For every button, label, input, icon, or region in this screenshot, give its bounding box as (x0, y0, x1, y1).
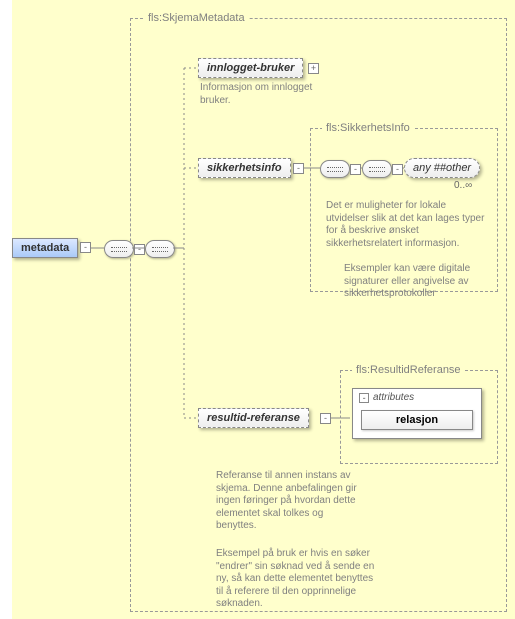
desc-innlogget-bruker: Informasjon om innlogget bruker. (200, 82, 340, 107)
compositor-root-1 (104, 240, 134, 258)
collapse-sikkerhetsinfo[interactable]: - (293, 163, 304, 174)
expand-innlogget-bruker[interactable]: + (308, 63, 319, 74)
node-resultid-referanse[interactable]: resultid-referanse (198, 408, 309, 428)
node-any-other[interactable]: any ##other (404, 158, 480, 178)
minus-icon: - (359, 393, 369, 403)
desc-resultid-2: Eksempel på bruk er hvis en søker "endre… (216, 548, 376, 611)
attributes-header[interactable]: - attributes (353, 389, 481, 406)
desc-sikkerhetsinfo-2: Eksempler kan være digitale signaturer e… (344, 263, 484, 301)
attributes-header-label: attributes (373, 392, 414, 403)
collapse-resultid[interactable]: - (320, 413, 331, 424)
diagram-canvas: fls:SkjemaMetadata metadata - - (0, 0, 515, 619)
collapse-sik-1[interactable]: - (350, 164, 361, 175)
group-resultidreferanse-label: fls:ResultidReferanse (352, 364, 465, 376)
group-sikkerhetsinfo-label: fls:SikkerhetsInfo (322, 122, 414, 134)
group-skjemametadata-label: fls:SkjemaMetadata (144, 12, 249, 24)
compositor-root-2 (145, 240, 175, 258)
desc-resultid-1: Referanse til annen instans av skjema. D… (216, 470, 366, 533)
node-innlogget-bruker[interactable]: innlogget-bruker (198, 58, 303, 78)
collapse-seq-root[interactable]: - (134, 244, 145, 255)
cardinality-any: 0..∞ (454, 180, 472, 191)
collapse-metadata[interactable]: - (80, 242, 91, 253)
node-any-other-label: any ##other (413, 162, 471, 174)
attr-relasjon[interactable]: relasjon (361, 410, 473, 430)
collapse-sik-2[interactable]: - (392, 164, 403, 175)
attributes-box: - attributes relasjon (352, 388, 482, 439)
compositor-sik-1 (320, 160, 350, 178)
left-margin (0, 0, 12, 619)
compositor-sik-2 (362, 160, 392, 178)
desc-sikkerhetsinfo-1: Det er muligheter for lokale utvidelser … (326, 200, 486, 250)
node-sikkerhetsinfo[interactable]: sikkerhetsinfo (198, 158, 291, 178)
node-metadata[interactable]: metadata (12, 238, 78, 258)
